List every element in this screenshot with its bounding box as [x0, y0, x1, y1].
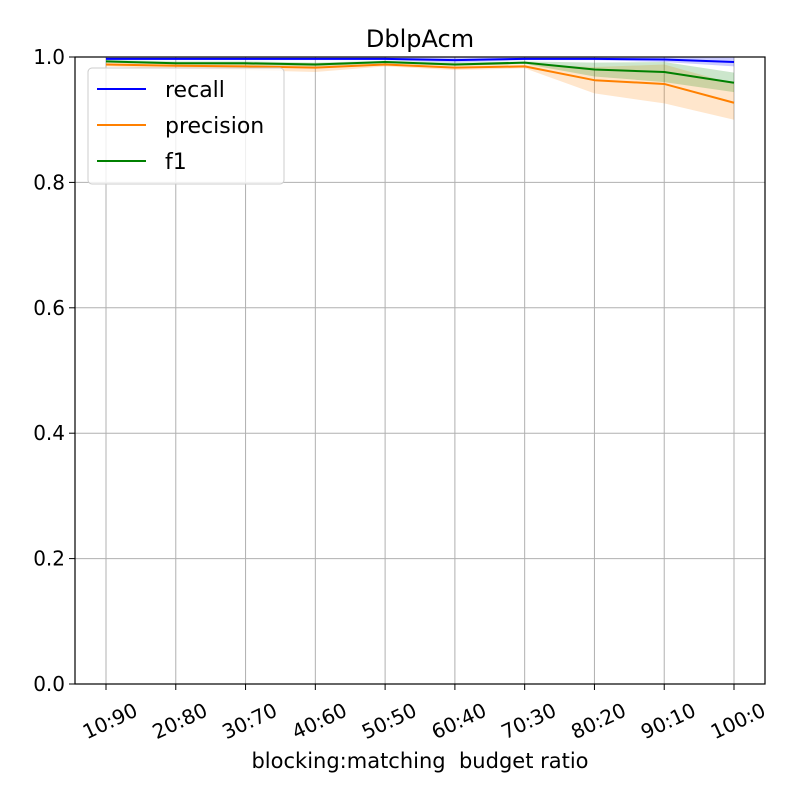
y-tick-label: 0.6	[33, 296, 65, 320]
f1-line	[105, 60, 735, 84]
y-tick-label: 0.8	[33, 170, 65, 194]
series-lines	[105, 57, 735, 104]
y-tick-label: 1.0	[33, 45, 65, 69]
precision-line	[105, 63, 735, 104]
legend-box	[87, 67, 285, 185]
y-tick-label: 0.0	[33, 672, 65, 696]
legend-label-recall: recall	[165, 78, 225, 103]
legend-label-precision: precision	[165, 114, 264, 139]
y-tick-label: 0.4	[33, 421, 65, 445]
y-axis: 0.0 0.2 0.4 0.6 0.8 1.0	[33, 45, 75, 696]
legend-label-f1: f1	[165, 150, 187, 175]
plot-frame	[74, 56, 766, 685]
chart-title: DblpAcm	[366, 25, 474, 53]
y-tick-label: 0.2	[33, 547, 65, 571]
x-axis-label: blocking:matching budget ratio	[251, 749, 588, 773]
recall-line	[106, 57, 735, 64]
legend: recall precision f1	[87, 67, 285, 185]
